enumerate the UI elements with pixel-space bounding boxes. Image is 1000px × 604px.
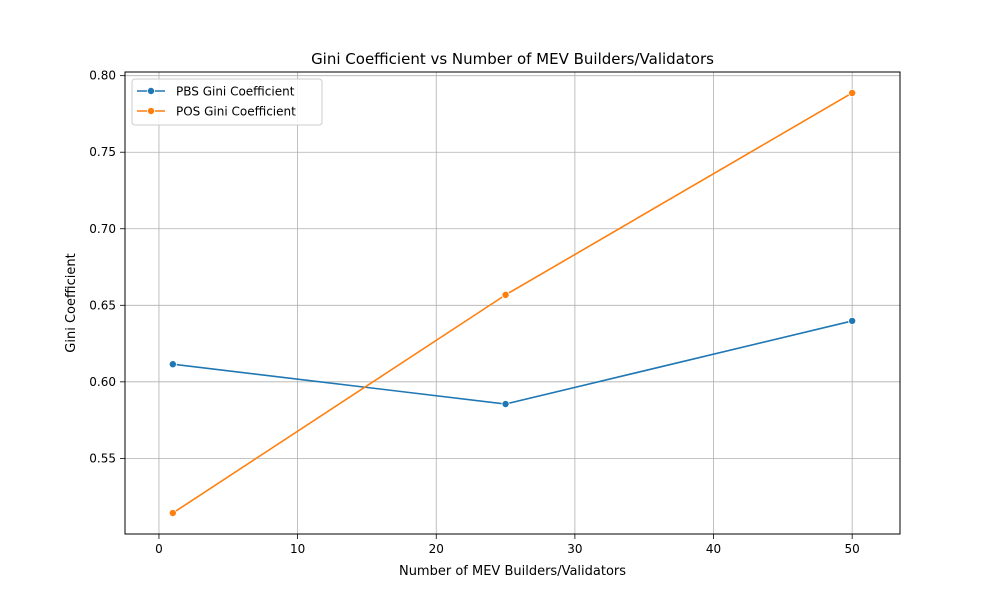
- y-tick-label: 0.55: [89, 451, 116, 465]
- y-tick-label: 0.60: [89, 375, 116, 389]
- y-tick-label: 0.70: [89, 222, 116, 236]
- legend-item: POS Gini Coefficient: [137, 105, 296, 119]
- y-axis-label: Gini Coefficient: [64, 253, 79, 352]
- legend-marker: [146, 107, 155, 116]
- series-pbs: [168, 316, 857, 409]
- axis-ticks: 0 10 20 30 40 50 0.55 0.60 0.65 0.70 0.75 0.80: [89, 69, 860, 556]
- x-tick-label: 0: [155, 542, 163, 556]
- x-tick-label: 10: [290, 542, 305, 556]
- y-tick-label: 0.75: [89, 145, 116, 159]
- data-point: [848, 88, 857, 97]
- grid-lines: [125, 72, 900, 534]
- x-tick-label: 20: [429, 542, 444, 556]
- chart-title: Gini Coefficient vs Number of MEV Builde…: [311, 50, 714, 68]
- legend: PBS Gini Coefficient POS Gini Coefficient: [131, 78, 323, 126]
- series-line: [172, 92, 853, 514]
- legend-label: POS Gini Coefficient: [176, 105, 296, 119]
- x-tick-label: 50: [845, 542, 860, 556]
- data-point: [168, 509, 177, 518]
- legend-box: [131, 78, 323, 126]
- legend-marker: [146, 87, 155, 96]
- data-point: [501, 400, 510, 409]
- y-tick-label: 0.65: [89, 298, 116, 312]
- x-tick-label: 40: [706, 542, 721, 556]
- series-pos: [168, 88, 857, 518]
- x-tick-label: 30: [567, 542, 582, 556]
- x-axis-label: Number of MEV Builders/Validators: [399, 564, 626, 579]
- series-line: [172, 320, 853, 405]
- legend-label: PBS Gini Coefficient: [176, 85, 295, 99]
- y-tick-label: 0.80: [89, 69, 116, 83]
- series-lines: [168, 88, 857, 518]
- legend-item: PBS Gini Coefficient: [137, 85, 295, 99]
- data-point: [168, 360, 177, 369]
- data-point: [848, 316, 857, 325]
- data-point: [501, 290, 510, 299]
- plot-area-frame: [124, 71, 901, 535]
